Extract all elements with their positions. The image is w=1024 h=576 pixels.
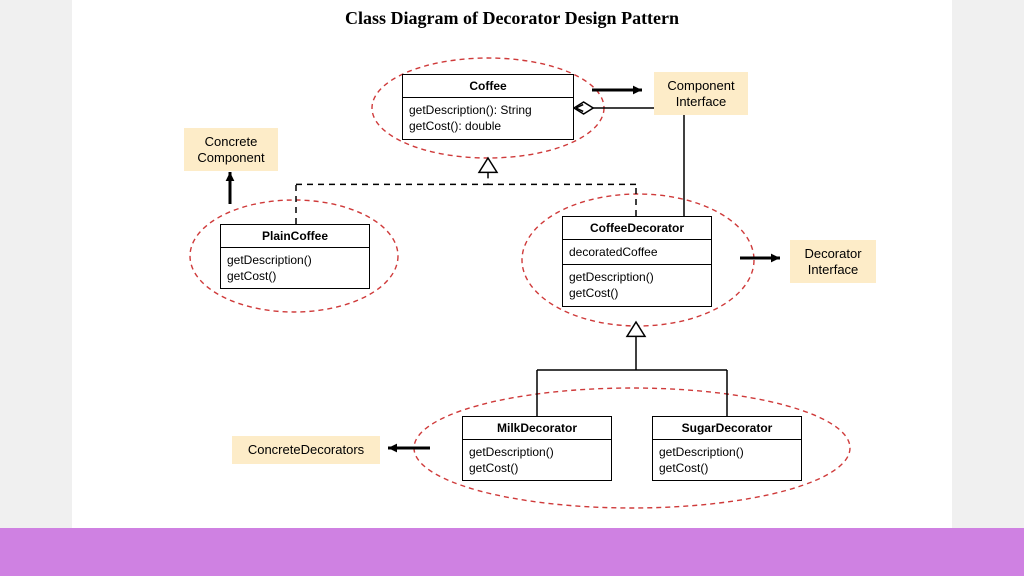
- class-sugar-decorator: SugarDecorator getDescription() getCost(…: [652, 416, 802, 481]
- diagram-title: Class Diagram of Decorator Design Patter…: [72, 8, 952, 29]
- tag-concrete-decorators: ConcreteDecorators: [232, 436, 380, 464]
- class-ops: getDescription(): String getCost(): doub…: [403, 98, 573, 138]
- class-name: CoffeeDecorator: [563, 217, 711, 240]
- class-attrs: decoratedCoffee: [563, 240, 711, 265]
- tag-concrete-component: Concrete Component: [184, 128, 278, 171]
- class-milk-decorator: MilkDecorator getDescription() getCost(): [462, 416, 612, 481]
- class-ops: getDescription() getCost(): [563, 265, 711, 305]
- class-name: MilkDecorator: [463, 417, 611, 440]
- tag-decorator-interface: Decorator Interface: [790, 240, 876, 283]
- tag-component-interface: Component Interface: [654, 72, 748, 115]
- class-plain-coffee: PlainCoffee getDescription() getCost(): [220, 224, 370, 289]
- class-ops: getDescription() getCost(): [653, 440, 801, 480]
- class-ops: getDescription() getCost(): [221, 248, 369, 288]
- diagram-canvas: Class Diagram of Decorator Design Patter…: [72, 0, 952, 528]
- class-coffee-decorator: CoffeeDecorator decoratedCoffee getDescr…: [562, 216, 712, 307]
- class-ops: getDescription() getCost(): [463, 440, 611, 480]
- class-coffee: Coffee getDescription(): String getCost(…: [402, 74, 574, 140]
- class-name: Coffee: [403, 75, 573, 98]
- class-name: SugarDecorator: [653, 417, 801, 440]
- class-name: PlainCoffee: [221, 225, 369, 248]
- footer-bar: [0, 528, 1024, 576]
